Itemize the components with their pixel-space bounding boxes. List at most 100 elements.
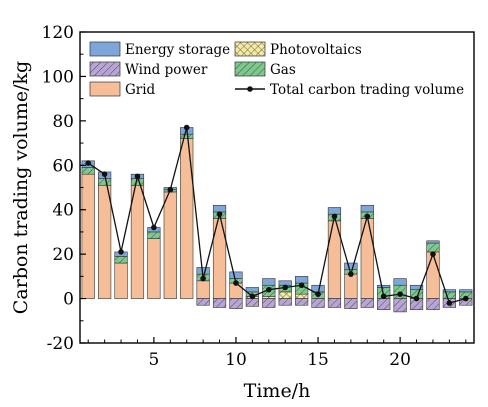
legend-label-energy-storage: Energy storage [125,42,230,58]
bar-energy-storage-22 [426,240,440,244]
x-axis: 5 10 15 20 [87,337,467,370]
bar-energy-storage-20 [393,278,407,286]
bar-hatch-gas-5 [147,231,161,239]
y-tick-label: 120 [42,23,74,43]
bar-hatch-gas-14 [295,283,308,295]
bar-hatch-wind-power-16 [328,298,341,308]
bar-hatch-wind-power-24 [459,298,473,306]
bar-hatch-gas-21 [410,289,423,299]
y-tick-label: 0 [63,290,74,310]
y-tick-label: -20 [47,334,74,354]
total-point-11 [249,293,256,300]
bar-layer [81,127,473,313]
total-point-18 [364,213,371,220]
legend-label-total-carbon-trading-volume: Total carbon trading volume [270,82,464,98]
total-point-3 [118,249,124,255]
legend-hatch-wind-power [90,62,120,76]
total-point-19 [380,293,387,300]
y-axis: -20 0 20 40 60 80 100 120 [42,23,86,354]
legend-hatch-gas [235,62,265,76]
total-point-17 [348,271,354,277]
bar-hatch-gas-1 [81,167,95,175]
total-point-6 [167,186,174,193]
bar-hatch-wind-power-15 [311,298,325,308]
x-axis-title: Time/h [244,380,311,402]
legend-label-wind-power: Wind power [125,62,208,78]
bar-hatch-wind-power-20 [393,298,407,312]
y-tick-label: 80 [52,112,74,132]
bar-energy-storage-18 [360,204,374,213]
bar-hatch-wind-power-10 [229,298,243,309]
bar-hatch-photovoltaics-13 [278,291,292,299]
y-tick-label: 40 [52,201,74,221]
bar-energy-storage-19 [377,284,391,288]
bar-grid-2 [98,184,112,299]
total-point-1 [85,160,92,166]
bar-grid-4 [130,184,145,299]
bar-hatch-gas-24 [459,291,473,299]
bar-energy-storage-14 [295,276,309,284]
bar-energy-storage-21 [409,284,424,290]
x-tick-label: 10 [225,350,247,370]
bar-hatch-wind-power-19 [377,298,391,310]
bar-hatch-gas-2 [98,178,111,186]
bar-hatch-wind-power-13 [278,298,292,306]
legend-label-grid: Grid [125,82,156,98]
bar-energy-storage-24 [459,289,473,293]
total-point-24 [462,295,469,302]
bar-hatch-wind-power-8 [196,298,210,306]
x-tick-label: 20 [389,350,411,370]
bar-hatch-photovoltaics-12 [262,296,276,299]
bar-hatch-wind-power-17 [344,298,358,309]
bar-hatch-gas-23 [443,291,456,299]
total-point-15 [315,291,321,297]
total-line-layer [85,124,469,306]
bar-grid-17 [344,273,358,299]
total-point-22 [430,251,436,257]
bar-hatch-photovoltaics-14 [295,294,308,299]
legend-label-photovoltaics: Photovoltaics [270,42,362,58]
total-point-5 [151,224,157,231]
total-line [87,127,466,304]
total-point-14 [298,282,305,289]
legend-marker-total [247,86,253,92]
legend: Energy storage Photovoltaics Wind power Gas… [89,41,464,98]
total-point-2 [101,171,108,177]
bar-hatch-wind-power-21 [410,298,423,310]
y-tick-label: 20 [52,245,74,265]
bar-energy-storage-16 [327,207,342,215]
y-axis-title: Carbon trading volume/kg [10,61,32,314]
bar-hatch-gas-19 [377,287,391,299]
bar-energy-storage-15 [311,284,325,293]
bar-energy-storage-17 [344,262,358,270]
total-point-8 [200,275,206,282]
bar-energy-storage-13 [278,280,292,286]
bar-energy-storage-12 [262,278,276,286]
bar-grid-8 [196,280,210,299]
bar-hatch-wind-power-14 [295,298,308,306]
bar-hatch-wind-power-12 [262,298,276,308]
y-tick-label: 100 [42,67,74,87]
total-point-4 [134,173,141,180]
legend-swatch-energy-storage [89,41,121,57]
bar-hatch-gas-22 [426,243,440,252]
total-point-20 [397,291,403,297]
bar-hatch-wind-power-22 [426,298,440,310]
bar-hatch-gas-3 [114,256,128,264]
total-point-9 [216,211,223,217]
total-point-13 [282,284,289,291]
bar-energy-storage-11 [245,287,259,293]
bar-hatch-wind-power-9 [213,298,226,308]
total-point-21 [413,295,420,302]
y-tick-label: 60 [52,156,74,176]
bar-energy-storage-23 [442,289,456,293]
total-point-16 [331,213,338,220]
legend-hatch-photovoltaics [235,42,265,56]
total-point-23 [446,300,453,306]
x-tick-label: 5 [148,350,159,370]
total-point-10 [233,280,239,286]
total-point-12 [265,286,272,293]
bar-hatch-gas-7 [180,134,194,139]
bar-hatch-wind-power-18 [360,298,374,308]
